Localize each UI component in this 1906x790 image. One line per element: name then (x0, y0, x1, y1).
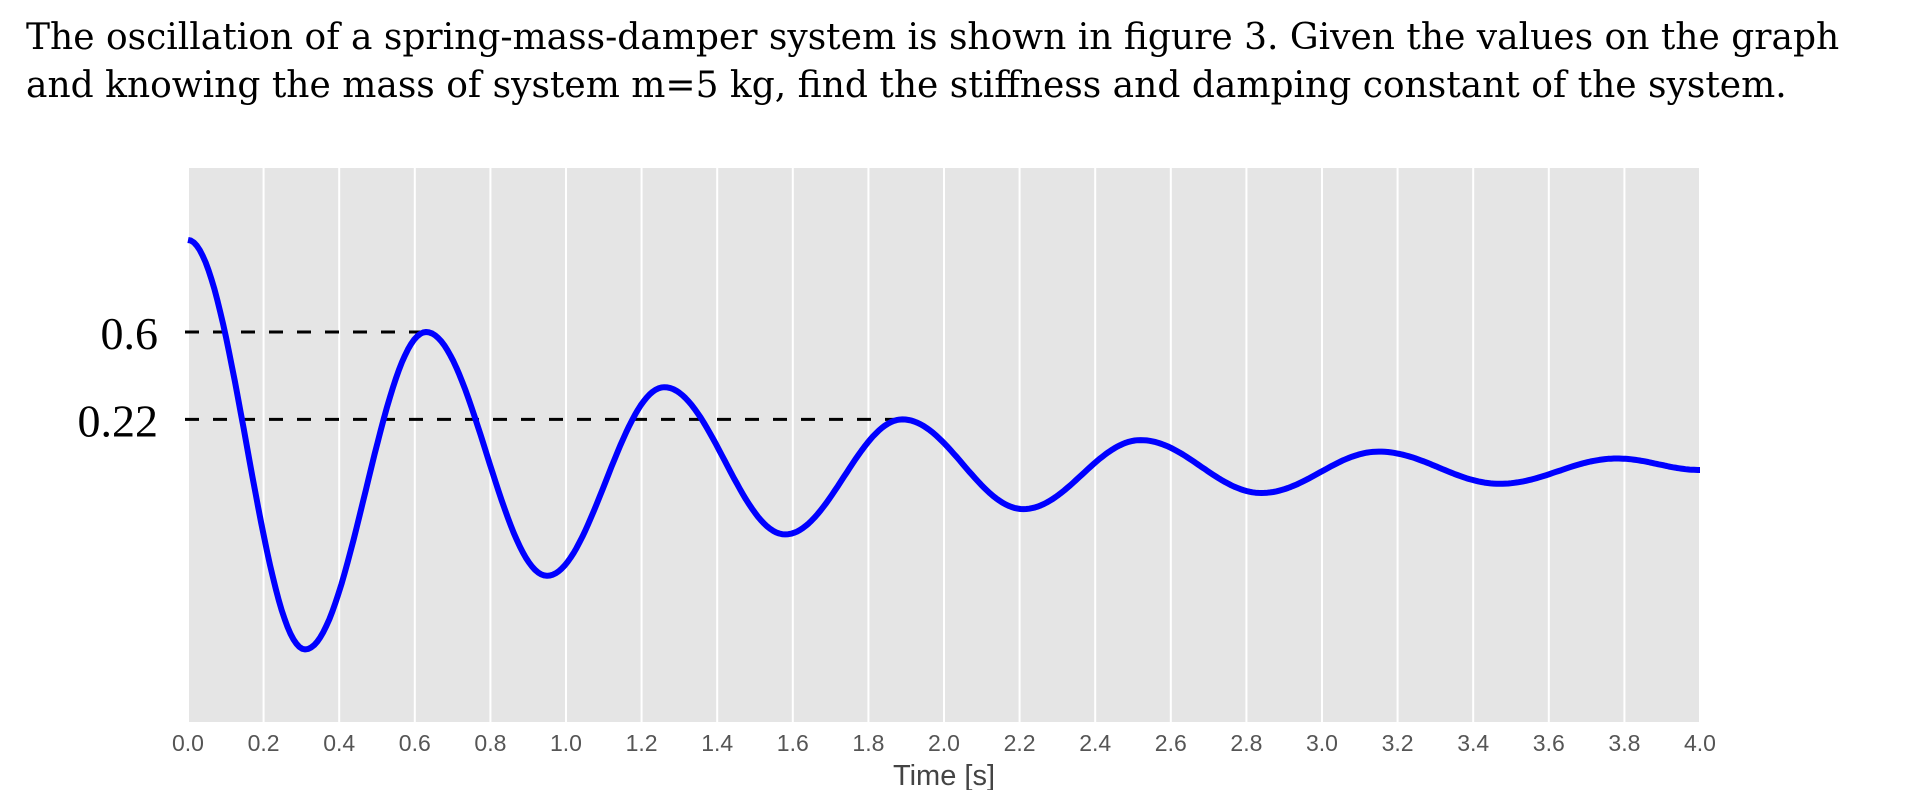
x-tick-label: 2.0 (928, 730, 960, 756)
displacement-curve (187, 237, 1701, 653)
x-tick-label: 3.0 (1306, 730, 1338, 756)
x-tick-label: 0.8 (474, 730, 506, 756)
x-tick-label: 0.0 (172, 730, 204, 756)
problem-statement: The oscillation of a spring-mass-damper … (26, 14, 1886, 110)
grid-lines (187, 168, 1701, 722)
x-tick-label: 0.2 (248, 730, 280, 756)
amplitude-label: 0.6 (101, 308, 159, 359)
x-tick-label: 4.0 (1684, 730, 1716, 756)
x-tick-label: 1.4 (701, 730, 733, 756)
x-tick-label: 2.8 (1230, 730, 1262, 756)
x-tick-label: 3.2 (1382, 730, 1414, 756)
x-tick-label: 2.6 (1155, 730, 1187, 756)
x-tick-label: 1.0 (550, 730, 582, 756)
x-tick-label: 3.6 (1533, 730, 1565, 756)
x-tick-labels: 0.0 0.2 0.4 0.6 0.8 1.0 1.2 1.4 1.6 1.8 2.0 2.2 2.4 2… (172, 730, 1716, 756)
x-tick-label: 2.2 (1004, 730, 1036, 756)
x-axis-label: Time [s] (893, 760, 995, 790)
x-tick-label: 3.8 (1608, 730, 1640, 756)
amplitude-label: 0.22 (78, 395, 159, 446)
x-tick-label: 0.6 (399, 730, 431, 756)
x-tick-label: 1.8 (852, 730, 884, 756)
x-tick-label: 3.4 (1457, 730, 1489, 756)
x-tick-label: 0.4 (323, 730, 355, 756)
x-tick-label: 1.6 (777, 730, 809, 756)
x-tick-label: 1.2 (626, 730, 658, 756)
x-tick-label: 2.4 (1079, 730, 1111, 756)
problem-line-2: and knowing the mass of system m=5 kg, f… (26, 65, 1787, 106)
problem-line-1: The oscillation of a spring-mass-damper … (26, 17, 1840, 58)
